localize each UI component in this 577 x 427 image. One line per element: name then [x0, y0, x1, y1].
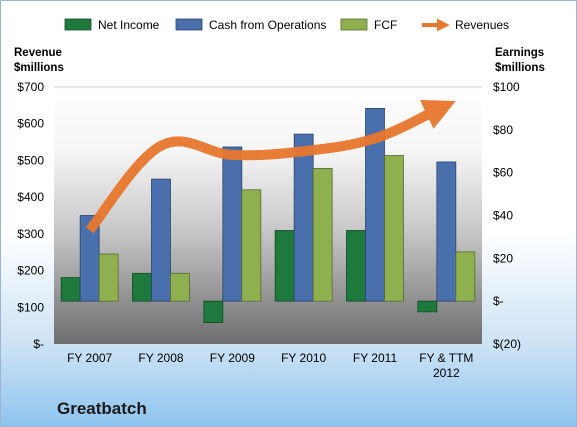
x-axis-labels: FY 2007 FY 2008 FY 2009 FY 2010 FY 2011 FY & …: [67, 351, 473, 380]
left-tick-label: $600: [17, 117, 44, 131]
legend-label: Net Income: [98, 18, 160, 32]
bar-net-income-0: [60, 277, 81, 302]
bar-cash-from-operations-2: [222, 146, 243, 302]
bar-fcf-1: [170, 272, 190, 302]
left-axis-title: $millions: [14, 62, 64, 74]
revenue-line-group: [85, 99, 456, 234]
left-axis-ticks: $- $100 $200 $300 $400 $500 $600 $700: [17, 80, 44, 351]
axis-titles: Revenue $millions Earnings $millions: [14, 47, 545, 74]
legend-label: Cash from Operations: [209, 18, 326, 32]
company-title: Greatbatch: [57, 399, 147, 418]
bar-fcf-2: [241, 189, 262, 302]
x-tick-label: 2012: [433, 366, 460, 380]
left-tick-label: $500: [17, 153, 44, 167]
bar-net-income-2: [203, 300, 224, 323]
right-tick-label: $40: [493, 209, 513, 223]
legend-swatch-net-income: [64, 18, 92, 31]
left-tick-label: $300: [17, 227, 44, 241]
revenue-line: [85, 99, 456, 234]
x-tick-label: FY 2009: [210, 351, 255, 365]
bar-net-income-1: [132, 272, 152, 302]
right-tick-label: $80: [493, 123, 513, 137]
bar-cash-from-operations-3: [293, 133, 314, 302]
x-tick-label: FY 2010: [281, 351, 326, 365]
bar-net-income-4: [346, 230, 366, 302]
bar-cash-from-operations-5: [436, 161, 457, 302]
bar-fcf-3: [312, 167, 333, 302]
legend-label: Revenues: [455, 18, 509, 32]
legend-swatch-fcf: [340, 18, 368, 31]
legend-swatch-cash-from-operations: [175, 18, 203, 31]
left-tick-label: $700: [17, 80, 44, 94]
plot-area: [54, 87, 482, 344]
right-axis-ticks: $(20) $- $20 $40 $60 $80 $100: [493, 80, 521, 351]
legend: Net Income Cash from Operations FCF Revenue…: [64, 18, 509, 32]
left-axis-title: Revenue: [14, 47, 62, 59]
right-axis-title: $millions: [495, 62, 545, 74]
x-tick-label: FY 2008: [138, 351, 183, 365]
right-tick-label: $-: [493, 294, 504, 308]
left-tick-label: $100: [17, 300, 44, 314]
x-tick-label: FY 2011: [353, 351, 398, 365]
right-tick-label: $100: [493, 80, 520, 94]
right-tick-label: $60: [493, 166, 513, 180]
left-tick-label: $200: [17, 264, 44, 278]
bar-fcf-5: [455, 251, 476, 302]
bar-fcf-4: [384, 155, 404, 302]
right-axis-title: Earnings: [495, 47, 544, 59]
left-tick-label: $400: [17, 190, 44, 204]
bar-cash-from-operations-1: [151, 178, 171, 302]
x-tick-label: FY & TTM: [419, 351, 473, 365]
bar-net-income-3: [274, 230, 295, 302]
bar-net-income-5: [417, 300, 438, 313]
right-tick-label: $20: [493, 251, 513, 265]
bar-fcf-0: [98, 253, 119, 302]
legend-label: FCF: [374, 18, 397, 32]
bars-group: [60, 108, 476, 323]
right-tick-label: $(20): [493, 337, 521, 351]
left-tick-label: $-: [33, 337, 44, 351]
x-tick-label: FY 2007: [67, 351, 112, 365]
